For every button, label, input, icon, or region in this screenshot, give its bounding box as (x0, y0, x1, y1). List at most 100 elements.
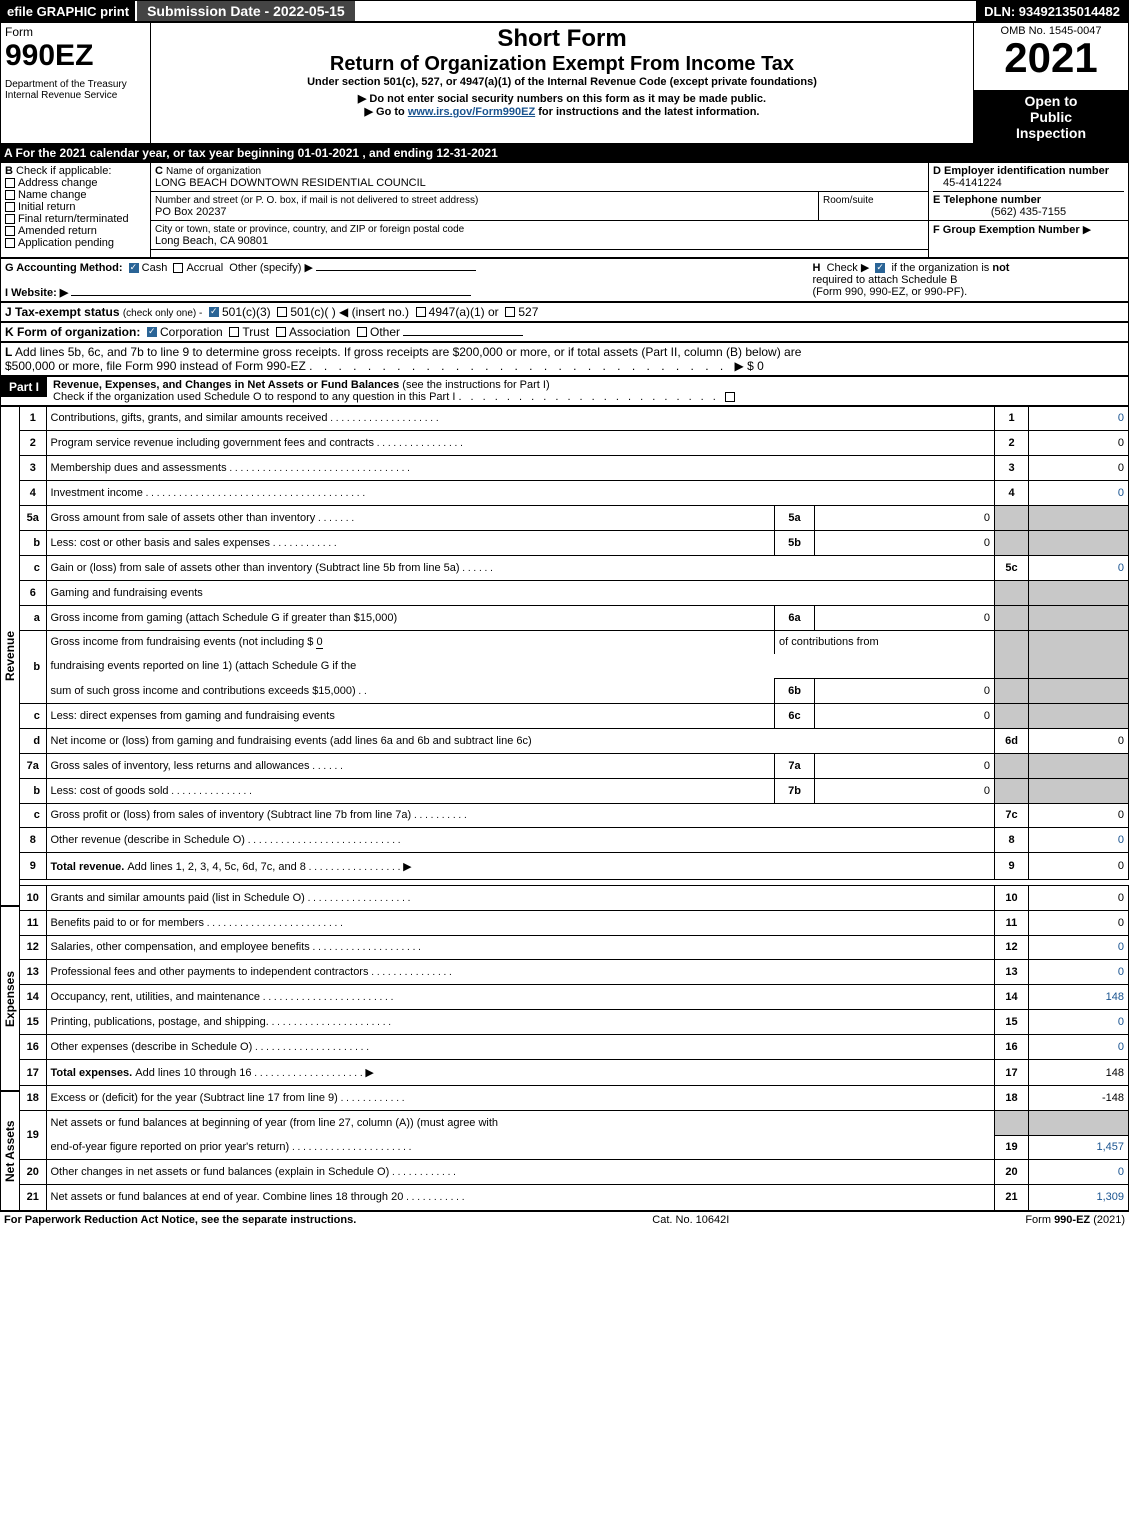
line-6a-text: Gross income from gaming (attach Schedul… (46, 605, 775, 630)
addr-change-label: Address change (18, 177, 98, 189)
name-change-checkbox[interactable] (5, 190, 15, 200)
line-2-amt: 0 (1029, 431, 1129, 456)
h-forms: (Form 990, 990-EZ, or 990-PF). (813, 286, 968, 298)
line-6c-shaded (995, 703, 1029, 728)
lines-table: 1 Contributions, gifts, grants, and simi… (20, 406, 1129, 1211)
line-6d-num: d (20, 728, 46, 753)
final-return-checkbox[interactable] (5, 214, 15, 224)
corp-checkbox[interactable] (147, 327, 157, 337)
line-20-amt: 0 (1118, 1166, 1124, 1178)
line-4: 4 Investment income . . . . . . . . . . … (20, 481, 1129, 506)
line-16-box: 16 (995, 1035, 1029, 1060)
part-1-see: (see the instructions for Part I) (402, 379, 549, 391)
app-pending-checkbox[interactable] (5, 238, 15, 248)
website-input[interactable] (71, 295, 471, 296)
goto-prefix: ▶ Go to (365, 106, 408, 118)
line-7b-shaded (995, 778, 1029, 803)
section-g-label: G Accounting Method: (5, 262, 123, 274)
4947-checkbox[interactable] (416, 307, 426, 317)
line-6b-text4: sum of such gross income and contributio… (51, 685, 356, 697)
line-9-text: Total revenue. (51, 861, 128, 873)
line-20-box: 20 (995, 1160, 1029, 1185)
line-5a-num: 5a (20, 506, 46, 531)
line-17: 17 Total expenses. Add lines 10 through … (20, 1060, 1129, 1086)
line-6b-subamt: 0 (815, 679, 995, 704)
line-7b-subamt: 0 (815, 778, 995, 803)
name-change-label: Name change (18, 189, 87, 201)
schedule-b-checkbox[interactable] (875, 263, 885, 273)
line-18: 18 Excess or (deficit) for the year (Sub… (20, 1086, 1129, 1111)
section-l: L Add lines 5b, 6c, and 7b to line 9 to … (0, 342, 1129, 376)
line-19-amt: 1,457 (1096, 1141, 1124, 1153)
line-16: 16 Other expenses (describe in Schedule … (20, 1035, 1129, 1060)
org-name-label: Name of organization (166, 166, 261, 177)
line-6a-subamt: 0 (815, 605, 995, 630)
amended-return-label: Amended return (18, 225, 97, 237)
line-14-num: 14 (20, 985, 46, 1010)
open-to: Open to (978, 93, 1124, 109)
street-value: PO Box 20237 (155, 206, 227, 218)
accrual-checkbox[interactable] (173, 263, 183, 273)
efile-print-label[interactable]: efile GRAPHIC print (1, 1, 135, 21)
line-6-shaded-amt (1029, 580, 1129, 605)
501c-checkbox[interactable] (277, 307, 287, 317)
line-5b-text: Less: cost or other basis and sales expe… (51, 537, 271, 549)
line-5b-shaded (995, 531, 1029, 556)
line-3-text: Membership dues and assessments (51, 462, 227, 474)
line-12-text: Salaries, other compensation, and employ… (51, 941, 310, 953)
goto-suffix: for instructions and the latest informat… (535, 106, 759, 118)
527-checkbox[interactable] (505, 307, 515, 317)
line-7b-text: Less: cost of goods sold (51, 785, 169, 797)
line-6b-text2: of contributions from (775, 630, 995, 654)
irs-link[interactable]: www.irs.gov/Form990EZ (408, 106, 535, 118)
assoc-checkbox[interactable] (276, 327, 286, 337)
h-check-label: Check ▶ (827, 262, 870, 274)
line-6c-subamt: 0 (815, 703, 995, 728)
line-7b-sub: 7b (775, 778, 815, 803)
other-org-checkbox[interactable] (357, 327, 367, 337)
line-14: 14 Occupancy, rent, utilities, and maint… (20, 985, 1129, 1010)
line-8-amt: 0 (1118, 834, 1124, 846)
line-5c-num: c (20, 555, 46, 580)
line-12-box: 12 (995, 935, 1029, 960)
line-6b-shaded2 (995, 679, 1029, 704)
section-b-label: B (5, 165, 13, 177)
schedule-o-checkbox[interactable] (725, 392, 735, 402)
j-label: J Tax-exempt status (5, 305, 120, 319)
trust-label: Trust (242, 325, 269, 339)
cash-checkbox[interactable] (129, 263, 139, 273)
line-19: 19 Net assets or fund balances at beginn… (20, 1111, 1129, 1135)
footer-form-prefix: Form (1025, 1214, 1054, 1226)
line-6b: b Gross income from fundraising events (… (20, 630, 1129, 654)
other-org-label: Other (370, 325, 400, 339)
initial-return-checkbox[interactable] (5, 202, 15, 212)
line-10-amt: 0 (1029, 885, 1129, 910)
line-18-box: 18 (995, 1086, 1029, 1111)
room-suite-label: Room/suite (823, 195, 874, 206)
line-20: 20 Other changes in net assets or fund b… (20, 1160, 1129, 1185)
footer-form-num: 990-EZ (1054, 1214, 1090, 1226)
assoc-label: Association (289, 325, 350, 339)
tax-year: 2021 (978, 37, 1124, 79)
line-11-box: 11 (995, 910, 1029, 935)
trust-checkbox[interactable] (229, 327, 239, 337)
line-4-text: Investment income (51, 487, 143, 499)
line-8: 8 Other revenue (describe in Schedule O)… (20, 828, 1129, 853)
other-specify-input[interactable] (316, 270, 476, 271)
part-1-check: Check if the organization used Schedule … (53, 391, 455, 403)
other-org-input[interactable] (403, 335, 523, 336)
part-1-body: Revenue Expenses Net Assets 1 Contributi… (0, 406, 1129, 1211)
amended-return-checkbox[interactable] (5, 226, 15, 236)
line-18-amt: -148 (1029, 1086, 1129, 1111)
addr-change-checkbox[interactable] (5, 178, 15, 188)
final-return-label: Final return/terminated (18, 213, 129, 225)
line-17-num: 17 (20, 1060, 46, 1086)
line-6b-fill[interactable]: 0 (316, 636, 322, 649)
line-14-box: 14 (995, 985, 1029, 1010)
501c3-checkbox[interactable] (209, 307, 219, 317)
line-7c-box: 7c (995, 803, 1029, 828)
inspection: Inspection (978, 125, 1124, 141)
l-text1: Add lines 5b, 6c, and 7b to line 9 to de… (15, 345, 801, 359)
part-1-title: Revenue, Expenses, and Changes in Net As… (53, 379, 399, 391)
line-16-text: Other expenses (describe in Schedule O) (51, 1041, 253, 1053)
